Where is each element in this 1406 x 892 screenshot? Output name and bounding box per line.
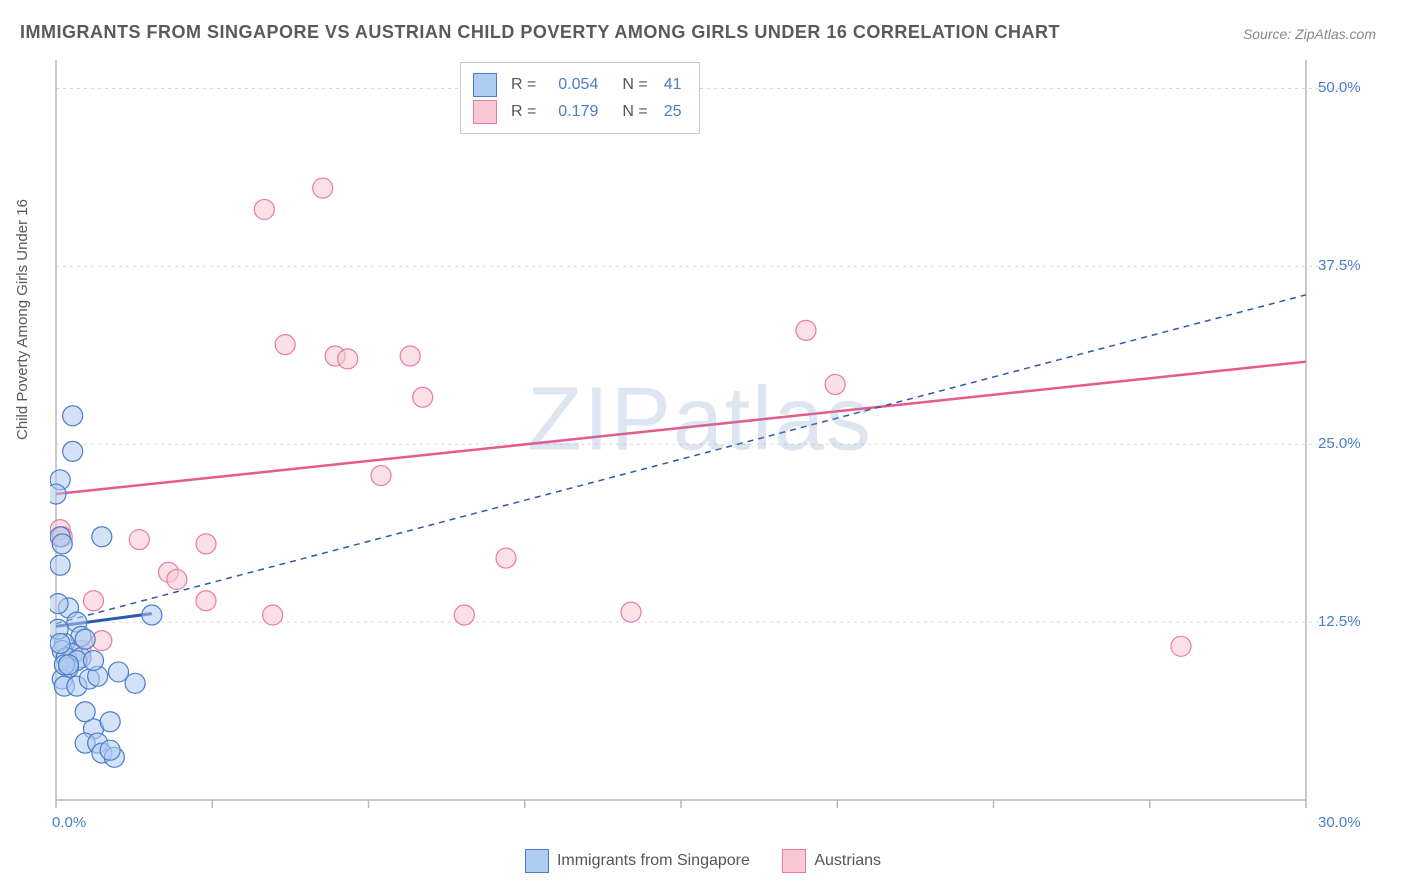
stats-n-value-b: 25 (664, 98, 682, 125)
stats-r-value-a: 0.054 (546, 71, 598, 98)
stats-box: R = 0.054 N = 41 R = 0.179 N = 25 (460, 62, 700, 134)
y-tick-label: 25.0% (1318, 435, 1361, 452)
chart-title: IMMIGRANTS FROM SINGAPORE VS AUSTRIAN CH… (20, 22, 1060, 43)
legend-label-a: Immigrants from Singapore (557, 852, 750, 870)
y-tick-label: 37.5% (1318, 257, 1361, 274)
legend-label-b: Austrians (814, 852, 881, 870)
stats-n-label-b: N = (622, 98, 647, 125)
scatter-chart (50, 60, 1350, 810)
bottom-legend: Immigrants from Singapore Austrians (0, 849, 1406, 878)
swatch-series-b (473, 100, 497, 124)
legend-swatch-b (782, 849, 806, 873)
legend-swatch-a (525, 849, 549, 873)
source-attribution: Source: ZipAtlas.com (1243, 26, 1376, 42)
stats-n-value-a: 41 (664, 71, 682, 98)
legend-item-b: Austrians (782, 849, 881, 873)
stats-r-value-b: 0.179 (546, 98, 598, 125)
stats-n-label-a: N = (622, 71, 647, 98)
x-tick-label-max: 30.0% (1318, 814, 1361, 831)
plot-area: ZIPatlas (50, 60, 1350, 810)
y-axis-title: Child Poverty Among Girls Under 16 (14, 199, 31, 440)
y-tick-label: 12.5% (1318, 613, 1361, 630)
swatch-series-a (473, 73, 497, 97)
legend-item-a: Immigrants from Singapore (525, 849, 750, 873)
y-tick-label: 50.0% (1318, 79, 1361, 96)
stats-row-a: R = 0.054 N = 41 (473, 71, 681, 98)
stats-r-label-b: R = (511, 98, 536, 125)
stats-row-b: R = 0.179 N = 25 (473, 98, 681, 125)
stats-r-label-a: R = (511, 71, 536, 98)
x-tick-label-min: 0.0% (52, 814, 86, 831)
